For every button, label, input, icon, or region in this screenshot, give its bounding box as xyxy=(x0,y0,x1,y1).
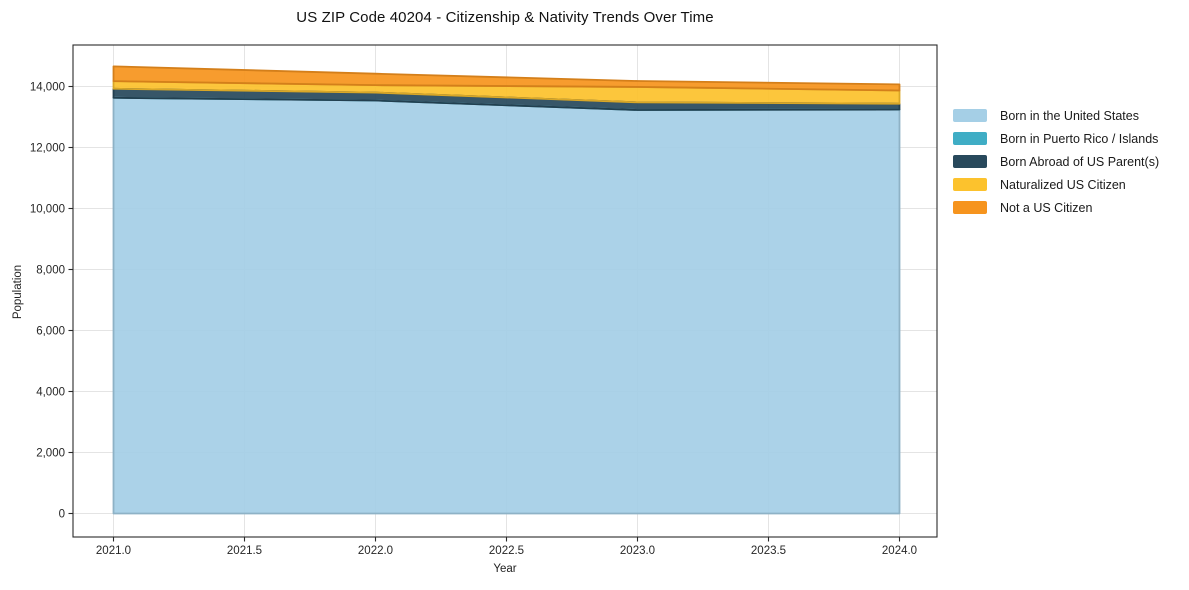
legend-item: Born in the United States xyxy=(953,104,1159,127)
x-tick-label: 2023.5 xyxy=(751,545,786,557)
legend-label: Not a US Citizen xyxy=(1000,200,1093,215)
legend-item: Born in Puerto Rico / Islands xyxy=(953,127,1159,150)
legend: Born in the United States Born in Puerto … xyxy=(953,104,1159,219)
legend-swatch xyxy=(953,109,987,122)
y-tick-label: 0 xyxy=(59,509,65,521)
area-edge-lines xyxy=(112,65,901,515)
y-tick-label: 14,000 xyxy=(30,82,65,94)
axis-tick-labels: 0 2,000 4,000 6,000 8,000 10,000 12,000 14,000 2… xyxy=(30,82,917,558)
stacked-areas xyxy=(113,66,900,514)
plot-frame xyxy=(72,44,938,538)
area-born-in-the-united-states xyxy=(113,97,900,514)
y-tick-label: 8,000 xyxy=(36,265,65,277)
axes-spines xyxy=(72,44,938,538)
legend-label: Born Abroad of US Parent(s) xyxy=(1000,154,1160,169)
legend-swatch xyxy=(953,132,987,145)
x-axis-label: Year xyxy=(493,563,517,575)
legend-swatch xyxy=(953,178,987,191)
x-tick-label: 2024.0 xyxy=(882,545,917,557)
x-tick-label: 2021.5 xyxy=(227,545,262,557)
legend-label: Naturalized US Citizen xyxy=(1000,177,1126,192)
x-tick-label: 2022.0 xyxy=(358,545,393,557)
chart-title: US ZIP Code 40204 - Citizenship & Nativi… xyxy=(296,9,714,26)
legend-item: Born Abroad of US Parent(s) xyxy=(953,150,1159,173)
x-tick-label: 2021.0 xyxy=(96,545,131,557)
edge-not-a-us-citizen xyxy=(112,65,901,92)
legend-label: Born in Puerto Rico / Islands xyxy=(1000,131,1159,146)
axis-ticks xyxy=(68,85,901,542)
y-tick-label: 10,000 xyxy=(30,204,65,216)
y-tick-label: 12,000 xyxy=(30,143,65,155)
y-tick-label: 4,000 xyxy=(36,387,65,399)
y-tick-label: 2,000 xyxy=(36,448,65,460)
legend-label: Born in the United States xyxy=(1000,108,1139,123)
y-tick-label: 6,000 xyxy=(36,326,65,338)
legend-item: Not a US Citizen xyxy=(953,196,1159,219)
area-naturalized-us-citizen xyxy=(113,81,900,104)
legend-item: Naturalized US Citizen xyxy=(953,173,1159,196)
legend-swatch xyxy=(953,201,987,214)
y-axis-label: Population xyxy=(12,264,24,320)
x-tick-label: 2022.5 xyxy=(489,545,524,557)
legend-swatch xyxy=(953,155,987,168)
x-tick-label: 2023.0 xyxy=(620,545,655,557)
area-born-abroad-of-us-parent-s- xyxy=(113,88,900,110)
